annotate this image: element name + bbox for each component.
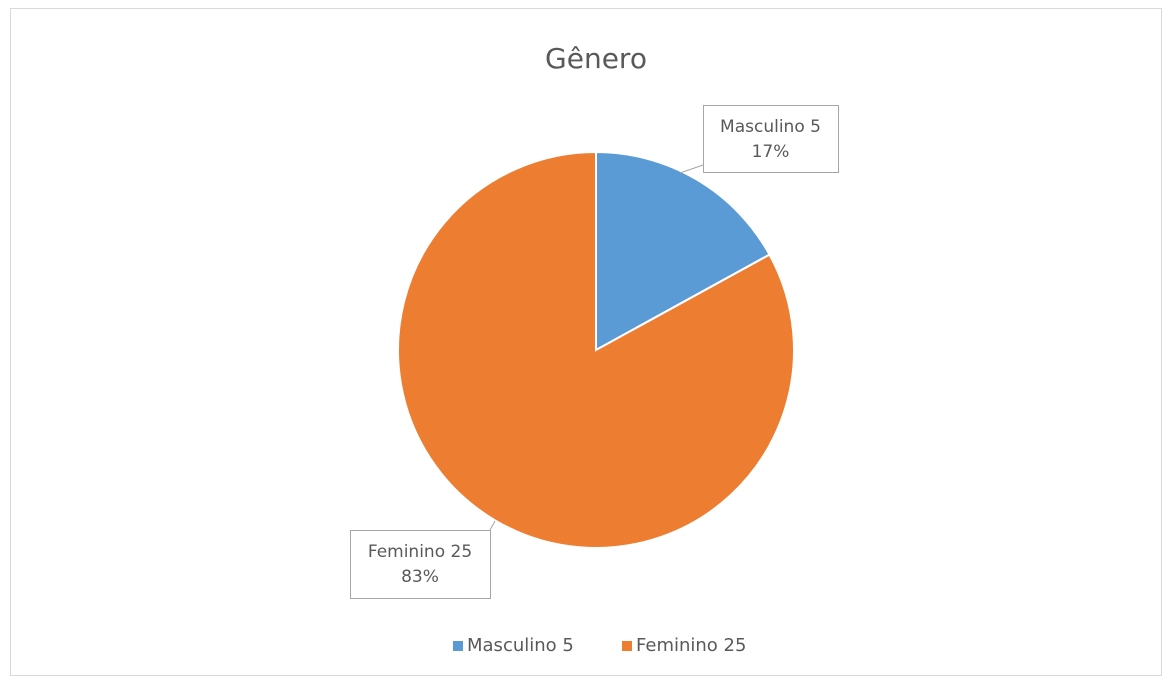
legend-swatch [622,641,632,651]
legend-swatch [453,641,463,651]
data-label-category: Feminino 25 [368,542,472,562]
data-label-box [350,530,491,599]
legend-label: Masculino 5 [467,635,574,656]
chart-title: Gênero [545,42,647,75]
legend-label: Feminino 25 [636,635,746,656]
leader-line [679,164,704,174]
data-label-value: 83% [401,567,439,587]
pie-slice [595,150,771,352]
pie-slice [397,150,795,549]
leader-line [489,520,496,531]
data-label-category: Masculino 5 [720,117,821,137]
data-label-box [703,105,839,173]
data-label-value: 17% [752,142,790,162]
